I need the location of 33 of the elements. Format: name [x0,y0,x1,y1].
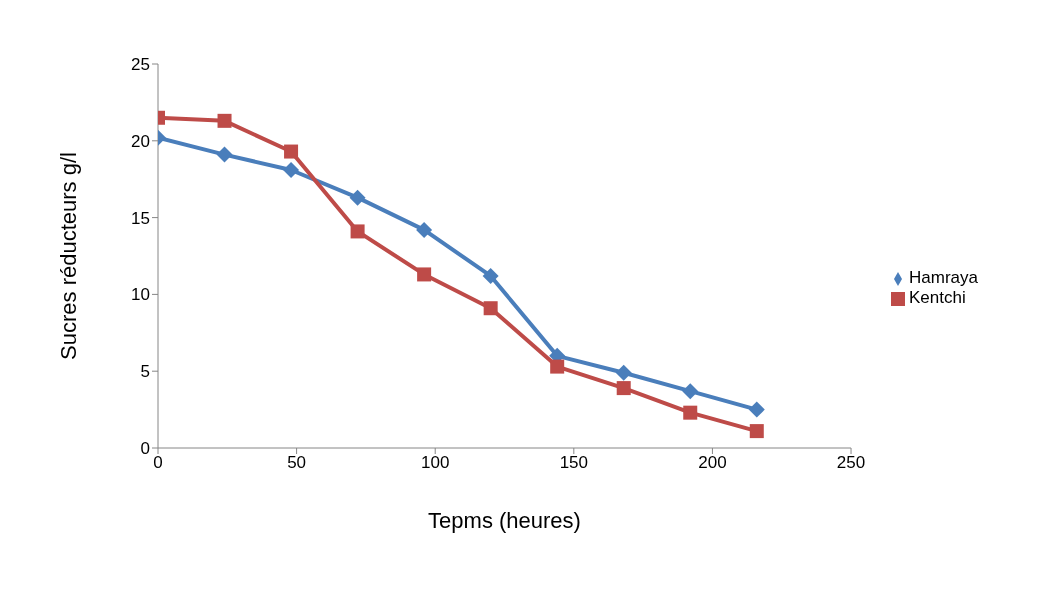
x-axis-title: Tepms (heures) [428,508,581,533]
point [217,113,232,128]
point [350,224,365,239]
point [483,301,498,316]
x-tick-label: 250 [836,453,866,473]
y-tick-label: 10 [131,285,150,305]
y-tick-label: 5 [140,362,150,382]
point [417,267,432,282]
y-tick-label: 15 [131,208,150,228]
x-tick-label: 200 [698,453,727,473]
x-tick-label: 150 [559,453,589,473]
x-tick-label: 0 [153,453,163,473]
point [616,381,631,396]
x-tick-label: 100 [421,453,450,473]
point [615,364,632,381]
y-axis-title: Sucres réducteurs g/l [55,152,81,360]
legend-label: Hamraya [909,268,978,287]
point [349,189,366,206]
point [683,405,698,420]
point [482,267,499,284]
point [216,146,233,163]
y-tick-label: 0 [140,439,150,459]
legend-label: Kentchi [909,288,966,307]
point [416,221,433,238]
point [284,144,299,159]
y-tick-label: 20 [131,131,150,151]
point [682,383,699,400]
y-tick-label: 25 [131,55,150,75]
x-tick-label: 50 [287,453,307,473]
point [550,359,565,374]
point [283,161,300,178]
point [749,424,764,439]
point [748,401,765,418]
